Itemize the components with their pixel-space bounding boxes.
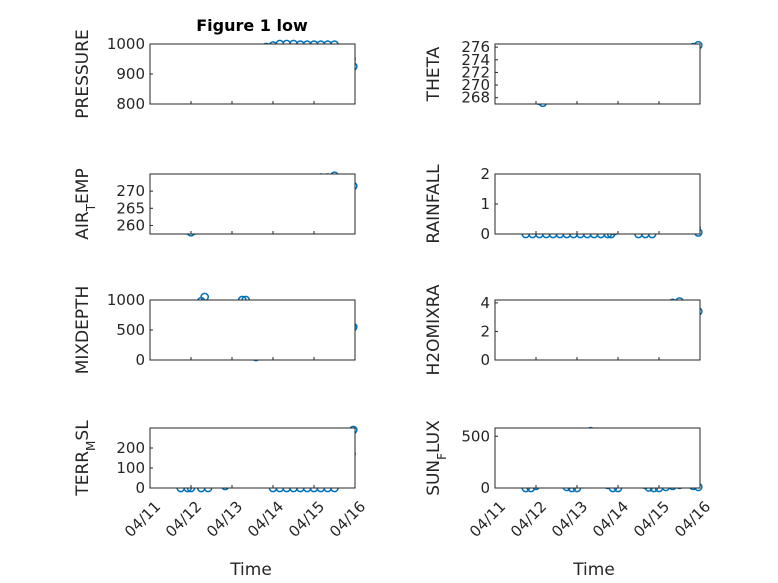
- subplot-1: 800 900 1000 PRESSURE: [73, 29, 358, 119]
- y-axis-label: SUNFLUX: [424, 420, 449, 496]
- y-axis-label: AIRTEMP: [73, 168, 98, 239]
- y-tick-label: 0: [480, 225, 490, 243]
- y-tick-label: 268: [461, 89, 490, 107]
- subplot-5: 0 500 1000 MIXDEPTH: [73, 286, 358, 375]
- y-tick-label: 0: [480, 479, 490, 497]
- y-tick-label: 276: [461, 38, 490, 56]
- axes-box: [494, 299, 701, 361]
- y-tick-label: 0: [480, 351, 490, 369]
- y-tick-label: 1000: [107, 291, 145, 309]
- y-tick-label: 270: [116, 182, 145, 200]
- y-axis-label: RAINFALL: [424, 164, 444, 244]
- y-axis-label: THETA: [424, 46, 444, 102]
- axes-box: [149, 427, 356, 489]
- y-axis-label: PRESSURE: [73, 29, 93, 118]
- y-tick-label: 270: [461, 76, 490, 94]
- y-tick-label: 1: [480, 195, 490, 213]
- y-tick-label: 260: [116, 216, 145, 234]
- axes-box: [149, 173, 356, 235]
- y-tick-label: 500: [461, 427, 490, 445]
- y-tick-label: 274: [461, 51, 490, 69]
- subplot-6: 0 2 4 H2OMIXRA: [424, 284, 703, 376]
- y-tick-label: 2: [480, 322, 490, 340]
- figure-title: Figure 1 low: [196, 16, 308, 35]
- y-axis-label: TERRMSL: [73, 420, 98, 497]
- axes-box: [494, 173, 701, 235]
- subplot-7: 010020004/1104/1204/1304/1404/1504/16TER…: [73, 420, 369, 541]
- axes-box: [494, 427, 701, 489]
- y-tick-label: 0: [135, 479, 145, 497]
- axes-box: [149, 43, 356, 105]
- y-tick-label: 272: [461, 63, 490, 81]
- y-tick-label: 265: [116, 199, 145, 217]
- x-axis-label-left: Time: [229, 560, 272, 580]
- y-tick-label: 4: [480, 294, 490, 312]
- y-tick-label: 2: [480, 165, 490, 183]
- y-tick-label: 800: [116, 95, 145, 113]
- y-tick-label: 500: [116, 321, 145, 339]
- axes-box: [149, 299, 356, 361]
- y-axis-label: MIXDEPTH: [73, 286, 93, 375]
- y-tick-label: 100: [116, 459, 145, 477]
- subplot-4: 0 1 2 RAINFALL: [424, 164, 703, 244]
- y-tick-label: 1000: [107, 35, 145, 53]
- x-axis-label-right: Time: [572, 560, 615, 580]
- y-tick-label: 900: [116, 65, 145, 83]
- y-tick-label: 0: [135, 351, 145, 369]
- y-tick-label: 200: [116, 439, 145, 457]
- y-axis-label: H2OMIXRA: [424, 284, 444, 375]
- axes-box: [494, 43, 701, 105]
